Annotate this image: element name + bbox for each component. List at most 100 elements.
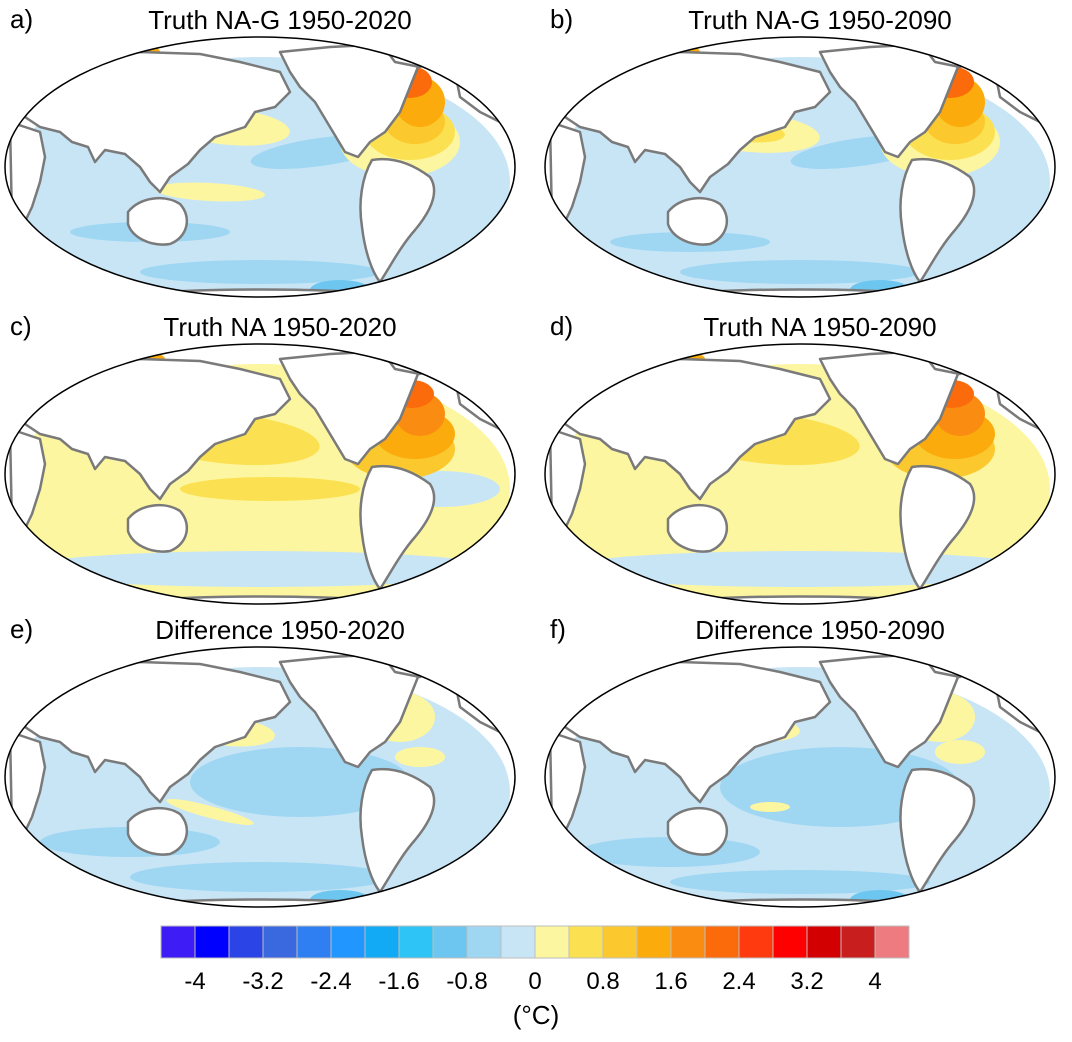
map-border xyxy=(4,36,516,298)
colorbar-swatch xyxy=(874,925,910,959)
colorbar-swatch xyxy=(738,925,774,959)
panel-a: a) Truth NA-G 1950-2020 xyxy=(0,0,520,300)
contour-band-mid-blue xyxy=(680,260,920,284)
panel-d: d) Truth NA 1950-2090 xyxy=(540,307,1060,607)
contour-field xyxy=(548,648,1052,907)
land-southamerica xyxy=(359,465,436,591)
panel-letter: d) xyxy=(550,311,574,341)
panel-title: Truth NA 1950-2020 xyxy=(163,312,397,342)
contour-band-mid-blue xyxy=(130,862,390,892)
land-australia xyxy=(126,196,189,246)
colorbar-swatch xyxy=(330,925,366,959)
panel-title: Truth NA 1950-2090 xyxy=(703,312,937,342)
contour-band-mid-blue xyxy=(670,870,930,894)
panel-letter: b) xyxy=(550,4,574,34)
contour-band-pale-yellow xyxy=(395,747,445,767)
map-border xyxy=(544,36,1056,298)
contour-band-red xyxy=(608,349,632,359)
land-australia xyxy=(126,806,189,856)
contour-band-red-orange xyxy=(605,348,655,360)
contour-band-mid-blue xyxy=(140,260,380,284)
land-southamerica xyxy=(899,768,976,894)
panel-b: b) Truth NA-G 1950-2090 xyxy=(540,0,1060,300)
contour-field xyxy=(548,38,1052,297)
land-australia xyxy=(126,503,189,553)
colorbar-tick-label: -1.6 xyxy=(378,968,420,995)
map-border xyxy=(544,646,1056,908)
contour-field xyxy=(8,648,512,907)
colorbar-tick-label: 1.6 xyxy=(654,968,688,995)
colorbar-tick-label: -2.4 xyxy=(310,968,352,995)
colorbar-tick-label: -4 xyxy=(184,968,206,995)
contour-band-red xyxy=(68,42,92,52)
land-southamerica xyxy=(899,465,976,591)
colorbar-tick-label: 4 xyxy=(868,968,882,995)
map-border xyxy=(544,343,1056,605)
map-border xyxy=(4,343,516,605)
colorbar-swatch xyxy=(500,925,536,959)
colorbar-swatch xyxy=(228,925,264,959)
panel-c: c) Truth NA 1950-2020 xyxy=(0,307,520,607)
contour-band-light-blue xyxy=(20,551,500,587)
contour-band-red xyxy=(68,349,92,359)
colorbar-swatch xyxy=(364,925,400,959)
colorbar-swatch xyxy=(194,925,230,959)
colorbar-tick-label: 0 xyxy=(528,968,542,995)
colorbar-tick-label: 0.8 xyxy=(586,968,620,995)
colorbar-tick-label: -3.2 xyxy=(242,968,284,995)
panel-letter: a) xyxy=(10,4,34,34)
land-antarctica xyxy=(138,595,382,604)
map-panel-a xyxy=(4,36,516,298)
colorbar-swatch xyxy=(704,925,740,959)
contour-band-pale-yellow xyxy=(935,740,985,764)
colorbar-swatch xyxy=(262,925,298,959)
colorbar-swatch xyxy=(534,925,570,959)
panel-f: f) Difference 1950-2090 xyxy=(540,610,1060,910)
panel-title: Truth NA-G 1950-2020 xyxy=(148,5,412,35)
contour-band-red-orange xyxy=(65,41,115,53)
contour-band-red-orange xyxy=(605,41,655,53)
land-antarctica xyxy=(678,898,922,907)
panel-e: e) Difference 1950-2020 xyxy=(0,610,520,910)
colorbar-swatch xyxy=(670,925,706,959)
contour-band-light-blue xyxy=(560,551,1040,587)
land-australia xyxy=(666,503,729,553)
land-antarctica xyxy=(138,898,382,907)
map-panel-e xyxy=(4,646,516,908)
contour-band-pale-yellow xyxy=(750,802,790,812)
map-panel-d xyxy=(544,343,1056,605)
land-antarctica xyxy=(678,595,922,604)
panel-title: Difference 1950-2020 xyxy=(155,615,405,645)
colorbar-swatch xyxy=(466,925,502,959)
colorbar-swatch xyxy=(806,925,842,959)
colorbar-tick-label: 2.4 xyxy=(722,968,756,995)
land-southamerica xyxy=(899,158,976,284)
panel-title: Difference 1950-2090 xyxy=(695,615,945,645)
map-panel-c xyxy=(4,343,516,605)
contour-band-red-orange xyxy=(65,348,115,360)
contour-band-red xyxy=(608,42,632,52)
panel-letter: c) xyxy=(10,311,32,341)
panel-letter: e) xyxy=(10,614,34,644)
contour-band-pale-yellow xyxy=(166,798,254,826)
panel-letter: f) xyxy=(550,614,566,644)
land-southamerica xyxy=(359,768,436,894)
contour-field xyxy=(8,345,512,604)
colorbar-swatch xyxy=(772,925,808,959)
colorbar-swatch xyxy=(636,925,672,959)
contour-field xyxy=(8,38,512,297)
colorbar-tick-label: 3.2 xyxy=(790,968,824,995)
land-australia xyxy=(666,196,729,246)
contour-band-yellow xyxy=(180,477,360,501)
colorbar-unit-label: (°C) xyxy=(512,1000,560,1030)
land-southamerica xyxy=(359,158,436,284)
colorbar-swatch xyxy=(160,925,196,959)
colorbar-swatch xyxy=(602,925,638,959)
panel-title: Truth NA-G 1950-2090 xyxy=(688,5,952,35)
land-antarctica xyxy=(138,288,382,297)
land-australia xyxy=(666,806,729,856)
colorbar-swatch xyxy=(840,925,876,959)
colorbar-swatch xyxy=(296,925,332,959)
colorbar xyxy=(160,925,910,959)
colorbar-swatch xyxy=(568,925,604,959)
